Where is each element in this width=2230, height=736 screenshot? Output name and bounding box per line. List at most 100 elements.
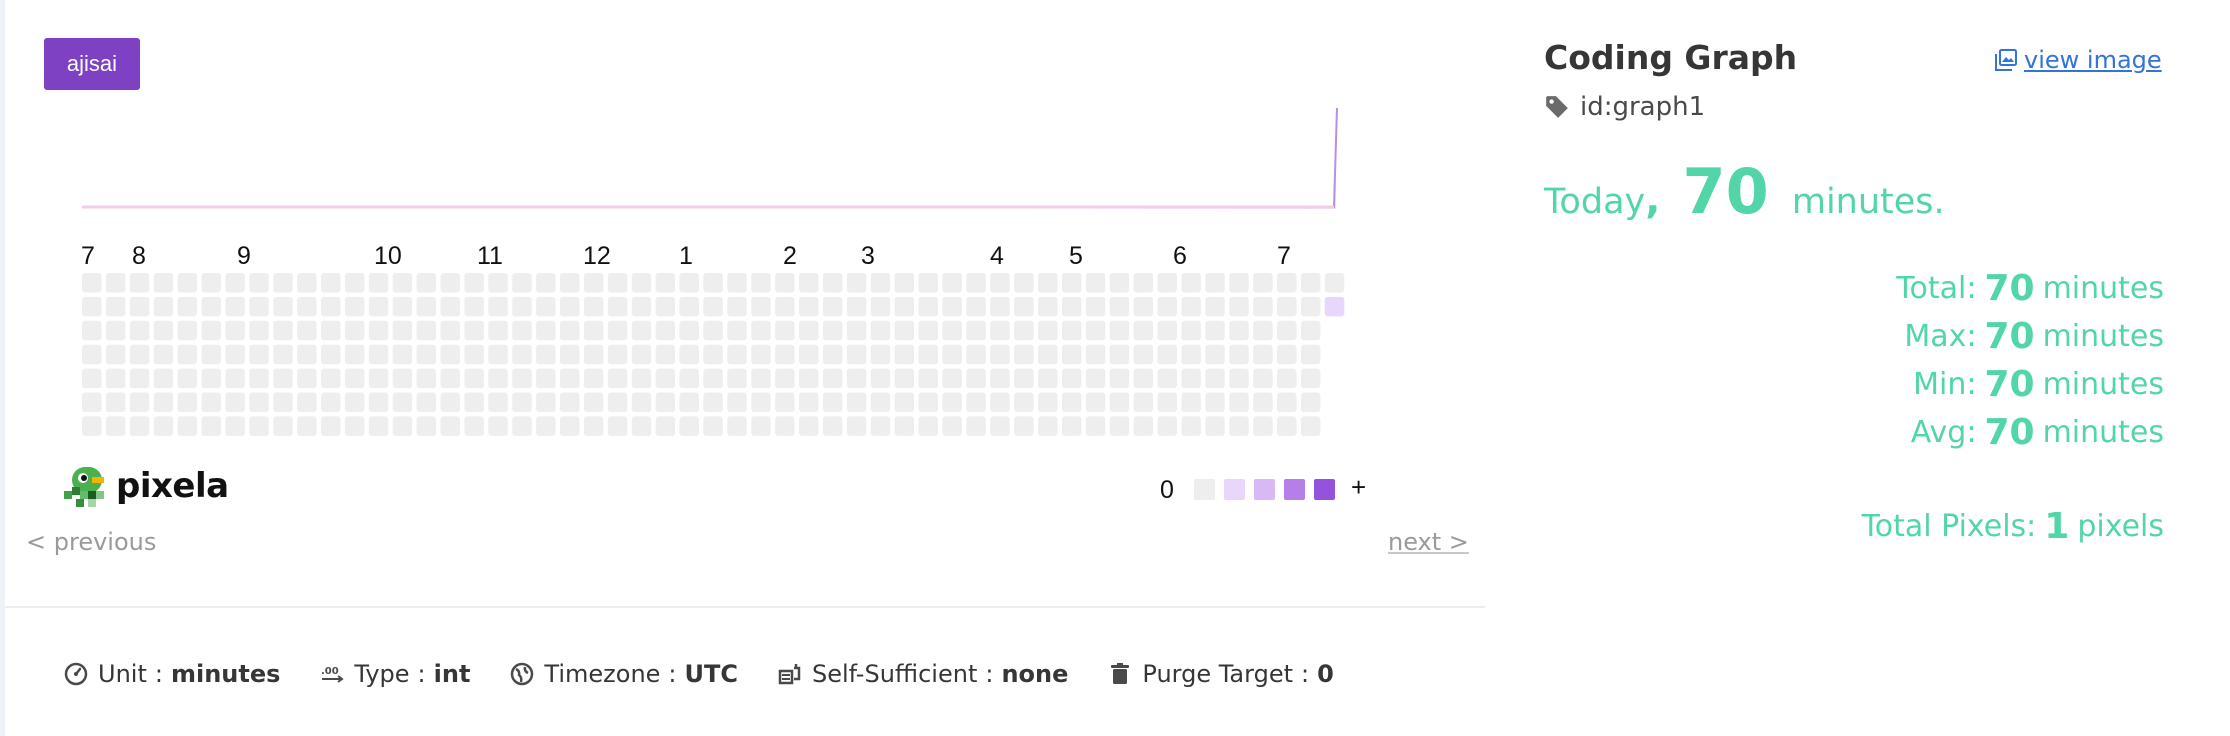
pixel-cell[interactable] [894, 416, 915, 436]
pixel-cell[interactable] [368, 392, 389, 413]
pixel-cell[interactable] [153, 296, 174, 317]
pixel-cell[interactable] [1277, 416, 1297, 436]
pixel-cell[interactable] [942, 296, 962, 317]
pixel-cell[interactable] [583, 296, 604, 317]
pixel-cell[interactable] [1109, 344, 1130, 365]
pixel-cell[interactable] [416, 368, 437, 389]
pixel-cell[interactable] [918, 344, 939, 365]
pixel-cell[interactable] [1038, 416, 1058, 436]
pixel-cell[interactable] [1229, 273, 1249, 293]
pixel-cell[interactable] [942, 368, 962, 389]
pixel-cell[interactable] [560, 368, 580, 389]
pixel-cell[interactable] [775, 296, 795, 317]
pixel-cell[interactable] [990, 296, 1010, 317]
pixel-cell[interactable] [201, 273, 222, 293]
pixel-cell[interactable] [822, 368, 843, 389]
pixel-cell[interactable] [751, 416, 771, 436]
pixel-cell[interactable] [990, 320, 1010, 341]
pixel-cell[interactable] [1157, 344, 1178, 365]
pixel-cell[interactable] [249, 320, 269, 341]
pixel-cell[interactable] [942, 320, 962, 341]
pixel-cell[interactable] [1300, 273, 1321, 293]
pixel-cell[interactable] [1014, 320, 1034, 341]
pixel-cell[interactable] [1205, 368, 1225, 389]
pixel-cell[interactable] [440, 392, 461, 413]
pixel-cell[interactable] [1205, 392, 1225, 413]
pixel-cell[interactable] [177, 368, 198, 389]
pixel-cell[interactable] [655, 273, 676, 293]
pixel-cell[interactable] [321, 392, 341, 413]
pixel-cell[interactable] [1157, 320, 1178, 341]
pixel-cell[interactable] [607, 368, 628, 389]
pixel-cell[interactable] [536, 392, 556, 413]
pixel-cell[interactable] [344, 416, 365, 436]
pixel-cell[interactable] [1085, 416, 1106, 436]
pixel-cell[interactable] [1038, 344, 1058, 365]
pixel-cell[interactable] [1109, 416, 1130, 436]
pixel-cell[interactable] [464, 320, 484, 341]
pixel-cell[interactable] [1085, 368, 1106, 389]
pixel-cell[interactable] [1085, 273, 1106, 293]
pixel-cell[interactable] [560, 344, 580, 365]
pixel-cell[interactable] [82, 273, 102, 293]
pixel-cell[interactable] [918, 296, 939, 317]
pixel-cell[interactable] [918, 368, 939, 389]
pixel-cell[interactable] [225, 392, 245, 413]
pixel-cell[interactable] [344, 273, 365, 293]
pixela-logo[interactable]: pixela [64, 460, 229, 512]
pixel-cell[interactable] [416, 273, 437, 293]
pixel-cell[interactable] [129, 296, 150, 317]
pixel-cell[interactable] [822, 416, 843, 436]
pixel-cell[interactable] [870, 296, 891, 317]
pixel-cell[interactable] [942, 416, 962, 436]
pixel-cell[interactable] [1109, 320, 1130, 341]
pixel-cell[interactable] [153, 416, 174, 436]
pixel-cell[interactable] [512, 392, 532, 413]
pixel-cell[interactable] [990, 273, 1010, 293]
pixel-cell[interactable] [249, 368, 269, 389]
pixel-cell[interactable] [727, 273, 747, 293]
pixel-cell[interactable] [894, 273, 915, 293]
pixel-cell[interactable] [679, 368, 700, 389]
pixel-cell[interactable] [846, 392, 867, 413]
pixel-cell[interactable] [846, 368, 867, 389]
pixel-cell[interactable] [82, 296, 102, 317]
pixel-cell[interactable] [225, 416, 245, 436]
pixel-cell[interactable] [1014, 368, 1034, 389]
pixel-cell[interactable] [703, 368, 723, 389]
pixel-cell[interactable] [129, 344, 150, 365]
pixel-cell[interactable] [679, 296, 700, 317]
pixel-cell[interactable] [966, 273, 986, 293]
pixel-cell[interactable] [440, 344, 461, 365]
pixel-cell[interactable] [727, 296, 747, 317]
pixel-cell[interactable] [607, 392, 628, 413]
pixel-cell[interactable] [273, 368, 293, 389]
pixel-cell[interactable] [822, 392, 843, 413]
pixel-cell[interactable] [249, 392, 269, 413]
pixel-cell[interactable] [225, 273, 245, 293]
pixel-cell[interactable] [177, 392, 198, 413]
pixel-cell[interactable] [368, 416, 389, 436]
pixel-cell[interactable] [775, 392, 795, 413]
pixel-cell[interactable] [105, 368, 126, 389]
theme-badge-button[interactable]: ajisai [44, 38, 140, 90]
pixel-cell[interactable] [822, 320, 843, 341]
pixel-cell[interactable] [177, 416, 198, 436]
pixel-cell[interactable] [799, 273, 819, 293]
pixel-cell[interactable] [416, 416, 437, 436]
pixel-cell[interactable] [1109, 273, 1130, 293]
pixel-cell[interactable] [82, 416, 102, 436]
pixel-cell[interactable] [392, 392, 413, 413]
pixel-cell[interactable] [464, 416, 484, 436]
pixel-cell[interactable] [344, 368, 365, 389]
pixel-cell[interactable] [416, 320, 437, 341]
pixel-cell[interactable] [1277, 296, 1297, 317]
pixel-cell[interactable] [1181, 392, 1201, 413]
pixel-cell[interactable] [990, 392, 1010, 413]
pixel-cell[interactable] [1253, 344, 1273, 365]
pixel-cell[interactable] [966, 344, 986, 365]
pixel-cell[interactable] [464, 392, 484, 413]
pixel-cell[interactable] [82, 368, 102, 389]
pixel-cell[interactable] [631, 416, 652, 436]
pixel-cell[interactable] [799, 320, 819, 341]
